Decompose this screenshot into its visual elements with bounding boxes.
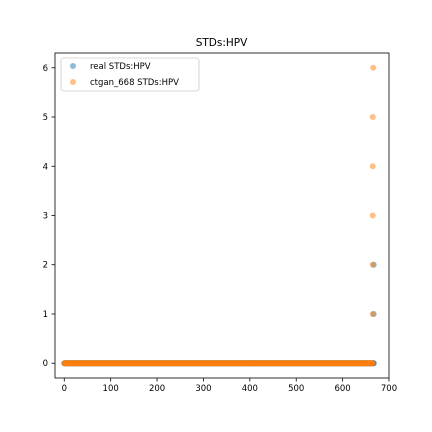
y-tick-label: 0 [43,359,48,369]
series-1-points [61,64,377,367]
legend-label-real: real STDs:HPV [90,62,151,72]
x-axis: 0 100 200 300 400 500 600 700 [62,378,397,394]
y-tick-label: 6 [43,64,48,74]
data-point [369,212,376,219]
y-axis: 0 1 2 3 4 5 6 [43,64,55,369]
y-tick-label: 4 [43,162,48,172]
y-tick-label: 1 [43,310,48,320]
x-tick-label: 600 [334,384,350,394]
x-tick-label: 500 [288,384,304,394]
data-point [369,163,376,170]
data-point [369,261,376,268]
data-point [370,64,377,71]
data-point [369,310,376,317]
chart-title: STDs:HPV [196,37,248,49]
x-tick-label: 700 [381,384,397,394]
legend: real STDs:HPV ctgan_668 STDs:HPV [60,57,200,92]
legend-marker-ctgan [70,79,76,85]
legend-label-ctgan: ctgan_668 STDs:HPV [90,78,179,88]
legend-marker-real [70,63,76,69]
x-tick-label: 100 [103,384,119,394]
x-tick-label: 400 [242,384,258,394]
data-point [369,114,376,121]
points-layer [61,64,377,367]
y-tick-label: 3 [43,212,48,222]
data-point [369,360,376,367]
legend-box [60,57,200,92]
x-tick-label: 300 [195,384,211,394]
x-tick-label: 0 [62,384,67,394]
y-tick-label: 2 [43,261,48,271]
x-tick-label: 200 [149,384,165,394]
y-tick-label: 5 [43,113,48,123]
